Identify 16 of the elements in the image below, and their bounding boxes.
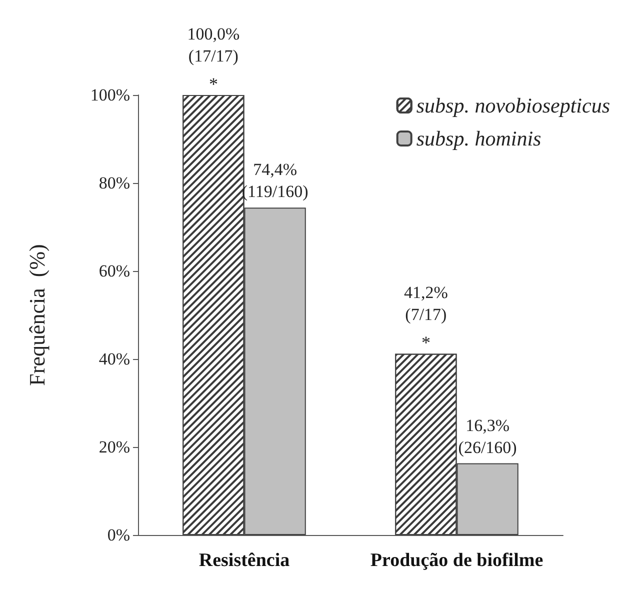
data-label: 100,0% (17/17) [187,24,240,66]
data-label: 41,2% (7/17) [404,283,448,324]
annotation: * [208,74,218,94]
y-tick-label: 80% [98,174,130,192]
x-tick-label: Produção de biofilme [370,550,544,571]
y-tick-label: 60% [98,262,130,280]
annotation: * [421,332,430,353]
data-label: 16,3% (26/160) [458,416,517,457]
y-tick-label: 100% [90,86,130,104]
legend-label: subsp. novobiosepticus [416,94,610,118]
y-tick-label: 0% [107,526,130,544]
y-axis-title: Frequência (%) [24,244,50,386]
legend-label: subsp. hominis [416,126,542,150]
y-tick-label: 40% [98,350,130,368]
x-tick-label: Resistência [198,550,290,571]
y-tick-label: 20% [98,438,130,456]
